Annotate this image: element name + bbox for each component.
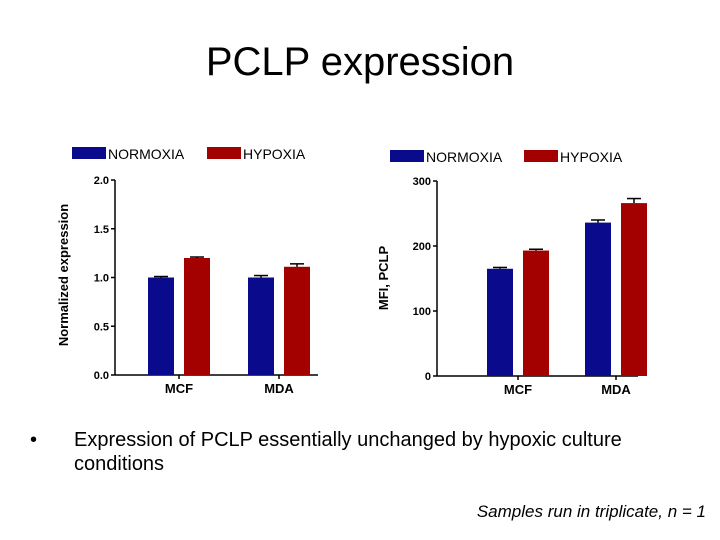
y-tick-label: 2.0 [94, 175, 109, 187]
y-tick-label: 100 [413, 306, 431, 318]
y-axis-label: Normalized expression [56, 204, 71, 346]
legend-swatch-normoxia [72, 147, 106, 159]
mfi-pclp-chart: NORMOXIA HYPOXIA MFI, PCLP 0 100 200 300 MCF MDA [376, 149, 647, 397]
y-tick-label: 300 [413, 176, 431, 188]
x-tick-label-mcf: MCF [504, 382, 532, 397]
normalized-expression-chart: NORMOXIA HYPOXIA Normalized expression 0.0 0… [56, 146, 318, 396]
x-tick-label-mcf: MCF [165, 381, 193, 396]
y-tick-label: 0 [425, 371, 431, 383]
y-tick-label: 0.5 [94, 321, 109, 333]
legend-swatch-normoxia [390, 150, 424, 162]
bar-normoxia-mcf [148, 277, 174, 375]
bar-hypoxia-mda [621, 203, 647, 376]
y-tick-label: 200 [413, 241, 431, 253]
y-tick-label: 0.0 [94, 370, 109, 382]
bar-normoxia-mcf [487, 268, 513, 376]
legend-label-normoxia: NORMOXIA [426, 149, 503, 165]
x-tick-label-mda: MDA [264, 381, 294, 396]
legend-label-hypoxia: HYPOXIA [243, 146, 306, 162]
bar-normoxia-mda [248, 277, 274, 375]
y-tick-label: 1.0 [94, 273, 109, 285]
bar-hypoxia-mcf [184, 258, 210, 375]
y-tick-label: 1.5 [94, 224, 109, 236]
footnote: Samples run in triplicate, n = 1 [476, 502, 706, 521]
bar-hypoxia-mcf [523, 250, 549, 376]
y-axis-label: MFI, PCLP [376, 246, 391, 311]
bullet-text: Expression of PCLP essentially unchanged… [74, 429, 622, 475]
legend-swatch-hypoxia [207, 147, 241, 159]
legend-swatch-hypoxia [524, 150, 558, 162]
legend-label-normoxia: NORMOXIA [108, 146, 185, 162]
bullet-marker: • [30, 429, 38, 451]
legend-label-hypoxia: HYPOXIA [560, 149, 623, 165]
bar-hypoxia-mda [284, 266, 310, 375]
slide-title: PCLP expression [205, 40, 515, 84]
bar-normoxia-mda [585, 222, 611, 376]
x-tick-label-mda: MDA [601, 382, 631, 397]
